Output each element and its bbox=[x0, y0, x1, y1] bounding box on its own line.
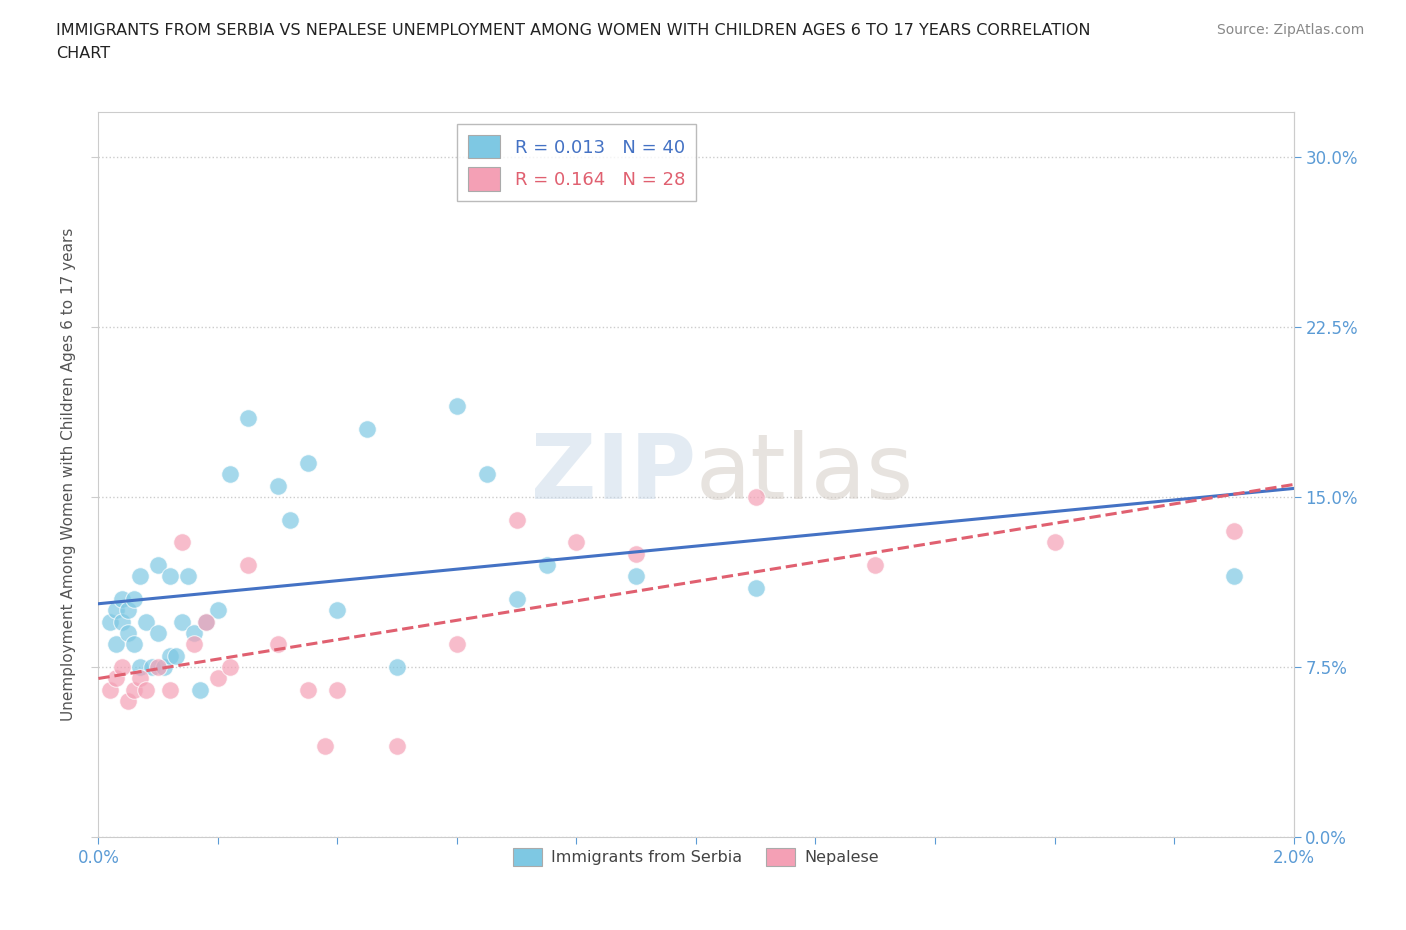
Point bbox=[385, 659, 409, 674]
Point bbox=[865, 558, 887, 573]
Point bbox=[117, 694, 139, 709]
Legend: Immigrants from Serbia, Nepalese: Immigrants from Serbia, Nepalese bbox=[506, 842, 886, 872]
Point bbox=[326, 683, 349, 698]
Point bbox=[177, 569, 200, 584]
Point bbox=[297, 456, 319, 471]
Point bbox=[141, 659, 163, 674]
Point bbox=[105, 637, 128, 652]
Point bbox=[626, 569, 648, 584]
Point bbox=[236, 558, 259, 573]
Point bbox=[129, 671, 152, 685]
Point bbox=[159, 683, 181, 698]
Point bbox=[117, 603, 139, 618]
Point bbox=[148, 659, 170, 674]
Point bbox=[219, 659, 242, 674]
Point bbox=[626, 546, 648, 561]
Point bbox=[172, 614, 194, 629]
Point bbox=[135, 683, 157, 698]
Point bbox=[111, 591, 134, 606]
Point bbox=[98, 614, 122, 629]
Point bbox=[117, 626, 139, 641]
Point bbox=[565, 535, 588, 550]
Point bbox=[159, 569, 181, 584]
Point bbox=[297, 683, 319, 698]
Point bbox=[105, 671, 128, 685]
Point bbox=[183, 626, 205, 641]
Point bbox=[207, 603, 229, 618]
Point bbox=[148, 558, 170, 573]
Point bbox=[315, 738, 337, 753]
Point bbox=[536, 558, 558, 573]
Point bbox=[129, 569, 152, 584]
Point bbox=[129, 659, 152, 674]
Point bbox=[446, 399, 468, 414]
Text: IMMIGRANTS FROM SERBIA VS NEPALESE UNEMPLOYMENT AMONG WOMEN WITH CHILDREN AGES 6: IMMIGRANTS FROM SERBIA VS NEPALESE UNEMP… bbox=[56, 23, 1091, 38]
Point bbox=[278, 512, 301, 527]
Point bbox=[111, 614, 134, 629]
Point bbox=[446, 637, 468, 652]
Text: ZIP: ZIP bbox=[531, 431, 696, 518]
Point bbox=[219, 467, 242, 482]
Point bbox=[153, 659, 176, 674]
Point bbox=[745, 580, 768, 595]
Point bbox=[326, 603, 349, 618]
Point bbox=[165, 648, 187, 663]
Point bbox=[135, 614, 157, 629]
Point bbox=[172, 535, 194, 550]
Point bbox=[506, 512, 529, 527]
Text: Source: ZipAtlas.com: Source: ZipAtlas.com bbox=[1216, 23, 1364, 37]
Point bbox=[475, 467, 498, 482]
Point bbox=[195, 614, 218, 629]
Point bbox=[506, 591, 529, 606]
Point bbox=[183, 637, 205, 652]
Text: atlas: atlas bbox=[696, 431, 914, 518]
Point bbox=[188, 683, 211, 698]
Point bbox=[105, 603, 128, 618]
Point bbox=[98, 683, 122, 698]
Point bbox=[159, 648, 181, 663]
Point bbox=[385, 738, 409, 753]
Point bbox=[207, 671, 229, 685]
Y-axis label: Unemployment Among Women with Children Ages 6 to 17 years: Unemployment Among Women with Children A… bbox=[60, 228, 76, 721]
Text: CHART: CHART bbox=[56, 46, 110, 61]
Point bbox=[356, 421, 378, 436]
Point bbox=[267, 637, 290, 652]
Point bbox=[236, 410, 259, 425]
Point bbox=[124, 683, 146, 698]
Point bbox=[111, 659, 134, 674]
Point bbox=[148, 626, 170, 641]
Point bbox=[1043, 535, 1066, 550]
Point bbox=[1223, 569, 1246, 584]
Point bbox=[124, 637, 146, 652]
Point bbox=[195, 614, 218, 629]
Point bbox=[745, 489, 768, 504]
Point bbox=[267, 478, 290, 493]
Point bbox=[124, 591, 146, 606]
Point bbox=[1223, 524, 1246, 538]
